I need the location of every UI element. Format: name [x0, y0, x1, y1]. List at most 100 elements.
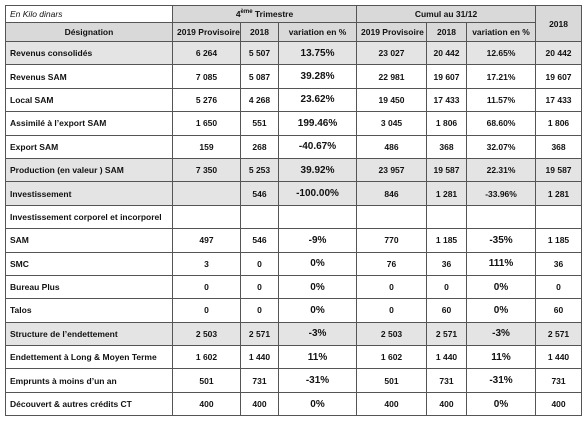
- table-cell: 551: [240, 111, 279, 136]
- table-cell: 731: [535, 368, 583, 393]
- table-cell: 6 264: [172, 40, 241, 66]
- table-cell: 2 503: [356, 321, 428, 347]
- table-row: Production (en valeur ) SAM 7 350 5 253 39.…: [5, 157, 583, 183]
- table-cell: 76: [356, 251, 428, 276]
- table-header: En Kilo dinars 4ème Trimestre Cumul au 3…: [5, 5, 583, 42]
- quarter-text: Trimestre: [252, 9, 294, 19]
- table-cell: 1 440: [240, 345, 279, 370]
- table-cell: 0: [356, 298, 428, 323]
- table-cell: 0%: [277, 298, 358, 323]
- column-header: 2018: [535, 5, 583, 42]
- table-cell: 11.57%: [466, 87, 537, 113]
- table-row: Investissement corporel et incorporel: [5, 204, 583, 230]
- table-cell: [466, 204, 537, 230]
- table-cell: 5 276: [172, 87, 241, 113]
- group-header: Cumul au 31/12: [356, 5, 537, 23]
- table-cell: 19 587: [426, 157, 468, 183]
- table-cell: 1 440: [426, 345, 468, 370]
- group-header: 4ème Trimestre: [171, 5, 358, 23]
- table-cell: 546: [240, 181, 279, 206]
- table-cell: 2 571: [426, 321, 468, 347]
- table-cell: 0: [172, 298, 241, 323]
- table-cell: 731: [426, 368, 468, 393]
- row-label: Talos: [5, 298, 173, 323]
- table-row: Revenus consolidés 6 264 5 507 13.75% 23 027…: [5, 40, 583, 66]
- table-cell: 159: [172, 134, 241, 159]
- table-cell: 36: [426, 251, 468, 276]
- table-cell: -3%: [277, 321, 358, 347]
- table-cell: 2 503: [172, 321, 241, 347]
- table-cell: 22 981: [356, 64, 428, 89]
- table-cell: 23 957: [356, 157, 428, 183]
- table-cell: [172, 204, 241, 230]
- table-cell: 770: [356, 228, 428, 253]
- row-label: SMC: [5, 251, 173, 276]
- table-cell: 0: [356, 274, 428, 300]
- table-cell: 501: [356, 368, 428, 393]
- column-header: 2019 Provisoire: [356, 22, 428, 42]
- table-cell: 36: [535, 251, 583, 276]
- table-cell: 68.60%: [466, 111, 537, 136]
- table-cell: [277, 204, 358, 230]
- table-cell: 0: [240, 298, 279, 323]
- table-cell: 4 268: [240, 87, 279, 113]
- table-cell: 486: [356, 134, 428, 159]
- table-cell: 368: [426, 134, 468, 159]
- table-cell: 19 450: [356, 87, 428, 113]
- table-row: Talos 0 0 0% 0 60 0% 60: [5, 298, 583, 323]
- table-cell: 17 433: [426, 87, 468, 113]
- table-cell: -3%: [466, 321, 537, 347]
- table-cell: 20 442: [535, 40, 583, 66]
- column-header: variation en %: [466, 22, 537, 42]
- table-cell: 1 806: [426, 111, 468, 136]
- table-cell: 1 602: [172, 345, 241, 370]
- table-cell: 111%: [466, 251, 537, 276]
- column-header: variation en %: [277, 22, 358, 42]
- table-cell: 199.46%: [277, 111, 358, 136]
- unit-note: En Kilo dinars: [5, 5, 173, 23]
- row-label: Endettement à Long & Moyen Terme: [5, 345, 173, 370]
- column-header-row: Désignation 2019 Provisoire 2018 variation …: [5, 22, 582, 42]
- table-cell: [240, 204, 279, 230]
- table-cell: 19 607: [535, 64, 583, 89]
- table-cell: 39.92%: [277, 157, 358, 183]
- table-cell: 0%: [466, 391, 537, 417]
- table-cell: 1 281: [426, 181, 468, 206]
- table-cell: 268: [240, 134, 279, 159]
- table-row: Assimilé à l’export SAM 1 650 551 199.46% 3 …: [5, 111, 583, 136]
- table-row: SAM 497 546 -9% 770 1 185 -35% 1 185: [5, 228, 583, 253]
- row-label: Production (en valeur ) SAM: [5, 157, 173, 183]
- table-cell: 400: [535, 391, 583, 417]
- table-cell: 0%: [466, 274, 537, 300]
- table-cell: 13.75%: [277, 40, 358, 66]
- table-cell: 5 087: [240, 64, 279, 89]
- table-cell: 23.62%: [277, 87, 358, 113]
- table-cell: [535, 204, 583, 230]
- table-cell: 400: [426, 391, 468, 417]
- row-label: Revenus SAM: [5, 64, 173, 89]
- table-cell: 23 027: [356, 40, 428, 66]
- table-cell: 7 085: [172, 64, 241, 89]
- table-cell: 1 185: [535, 228, 583, 253]
- table-row: Bureau Plus 0 0 0% 0 0 0% 0: [5, 274, 583, 300]
- table-cell: 20 442: [426, 40, 468, 66]
- table-cell: [426, 204, 468, 230]
- table-cell: 497: [172, 228, 241, 253]
- table-cell: 11%: [466, 345, 537, 370]
- table-cell: 12.65%: [466, 40, 537, 66]
- row-label: Investissement corporel et incorporel: [5, 204, 173, 230]
- quarter-sup: ème: [240, 9, 253, 16]
- table-cell: -31%: [466, 368, 537, 393]
- row-label: Découvert & autres crédits CT: [5, 391, 173, 417]
- table-cell: 0: [240, 274, 279, 300]
- table-cell: 11%: [277, 345, 358, 370]
- table-cell: 5 253: [240, 157, 279, 183]
- row-label: Assimilé à l’export SAM: [5, 111, 173, 136]
- table-cell: -33.96%: [466, 181, 537, 206]
- table-cell: 0: [240, 251, 279, 276]
- table-cell: 400: [356, 391, 428, 417]
- table-cell: 0: [426, 274, 468, 300]
- row-label: Investissement: [5, 181, 173, 206]
- table-cell: 0: [535, 274, 583, 300]
